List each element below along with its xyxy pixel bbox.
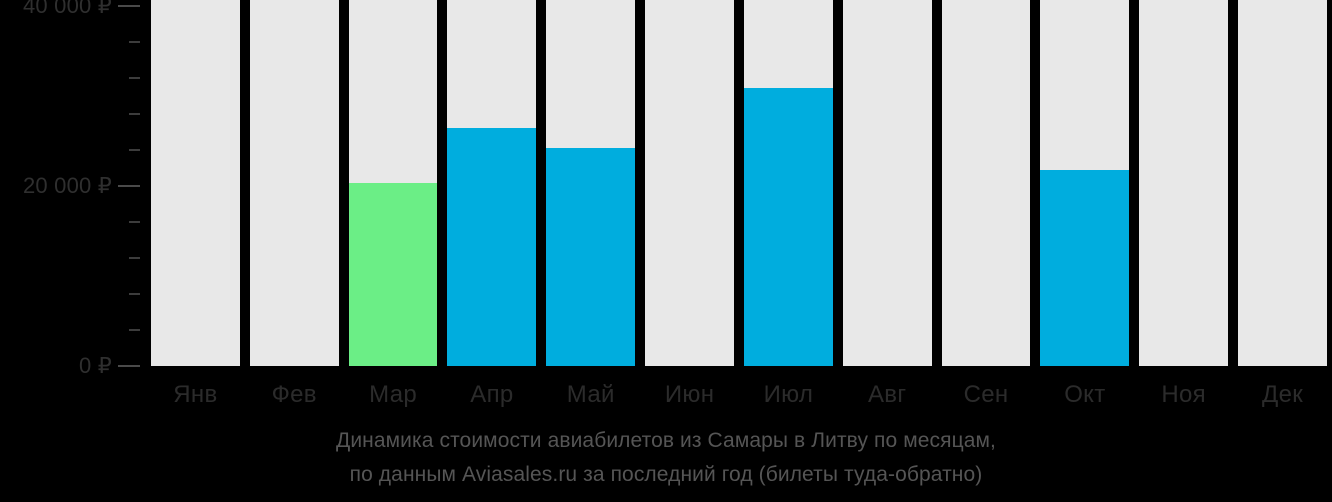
bar-column[interactable] [1238,0,1327,366]
bar-value[interactable] [348,183,438,366]
x-axis-label-ноя: Ноя [1161,381,1206,408]
y-axis-tick-mark [129,257,140,259]
x-axis-label-апр: Апр [470,381,514,408]
bar-column[interactable] [842,0,932,366]
bar-column-track [249,0,339,366]
y-axis-tick-mark [129,77,140,79]
x-axis-label-июл: Июл [763,381,814,408]
bar-column-track [941,0,1031,366]
bar-column[interactable] [151,0,240,366]
x-axis-label-сен: Сен [963,381,1009,408]
bar-column[interactable] [546,0,636,366]
y-axis-tick-label: 0 ₽ [79,353,112,378]
y-axis-tick-mark [129,113,140,115]
bar-value[interactable] [1040,170,1130,366]
bar-column-track [842,0,932,366]
x-axis-label-дек: Дек [1262,381,1304,408]
bar-column[interactable] [249,0,339,366]
x-axis-label-окт: Окт [1064,381,1106,408]
bar-column-track [151,0,240,366]
y-axis-tick-label: 40 000 ₽ [23,0,112,18]
x-axis-label-фев: Фев [271,381,317,408]
bar-column[interactable] [743,0,833,366]
y-axis-tick-mark [129,293,140,295]
y-axis: 0 ₽ 20 000 ₽ 40 000 ₽ [0,0,146,502]
x-axis-label-июн: Июн [664,381,715,408]
chart-caption: Динамика стоимости авиабилетов из Самары… [0,424,1332,492]
caption-line-2: по данным Aviasales.ru за последний год … [349,463,983,486]
plot-area [146,0,1332,366]
caption-line-1: Динамика стоимости авиабилетов из Самары… [336,429,996,452]
y-axis-tick-mark [118,365,140,367]
bar-column[interactable] [447,0,537,366]
y-axis-tick-mark [118,5,140,7]
x-axis-label-авг: Авг [868,381,907,408]
bar-column[interactable] [348,0,438,366]
bar-column[interactable] [941,0,1031,366]
bar-column-track [1238,0,1327,366]
y-axis-tick-label: 20 000 ₽ [23,173,112,198]
x-axis-month-labels: Янв Фев Мар Апр Май Июн Июл Авг Сен Окт Ноя Дек [146,366,1332,424]
y-axis-tick-mark [129,221,140,223]
bar-value[interactable] [743,88,833,366]
bar-column[interactable] [1139,0,1229,366]
bar-value[interactable] [447,128,537,366]
y-axis-tick-mark [129,41,140,43]
x-axis-label-май: Май [566,381,615,408]
y-axis-tick-mark [118,185,140,187]
y-axis-tick-mark [129,149,140,151]
bar-column[interactable] [1040,0,1130,366]
x-axis-label-янв: Янв [173,381,218,408]
bar-column[interactable] [645,0,734,366]
bar-column-track [1139,0,1229,366]
bar-value[interactable] [546,148,636,366]
bar-columns [146,0,1332,366]
y-axis-tick-mark [129,329,140,331]
x-axis-label-мар: Мар [369,381,417,408]
bar-column-track [645,0,734,366]
